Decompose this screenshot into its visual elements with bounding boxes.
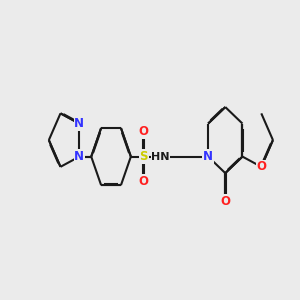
Text: N: N (203, 150, 213, 163)
Text: N: N (74, 117, 84, 130)
Text: O: O (256, 160, 266, 173)
Text: S: S (140, 150, 148, 163)
Text: O: O (220, 195, 230, 208)
Text: HN: HN (151, 152, 170, 162)
Text: O: O (139, 125, 149, 138)
Text: O: O (139, 175, 149, 188)
Text: N: N (74, 150, 84, 163)
Text: N: N (74, 150, 84, 163)
